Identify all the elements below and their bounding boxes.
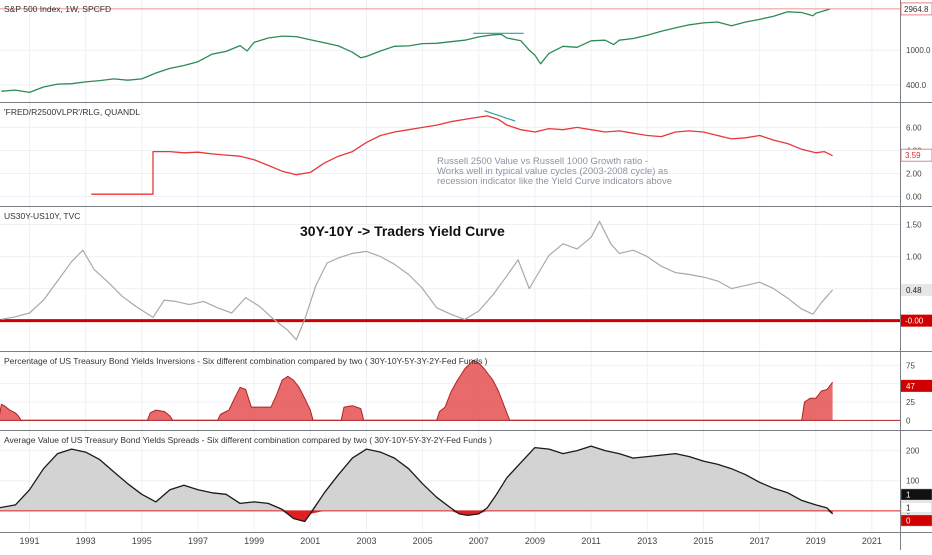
spx-y-tick-label: 400.0 (906, 81, 927, 90)
avg-y-tick-label: 100 (906, 477, 920, 486)
x-tick-label: 1999 (244, 536, 264, 546)
x-tick-label: 2019 (806, 536, 826, 546)
x-tick-label: 2013 (637, 536, 657, 546)
x-tick-label: 2005 (413, 536, 433, 546)
rlg-annotation-line (484, 110, 516, 122)
rlg-panel-title: 'FRED/R2500VLPR'/RLG, QUANDL (4, 107, 140, 117)
avg-last-value-label: 1 (906, 491, 911, 500)
spx-panel-title: S&P 500 Index, 1W, SPCFD (4, 4, 111, 14)
spx-last-value-box (900, 2, 932, 16)
avg-positive-fill (0, 446, 833, 511)
rlg-last-value-box (900, 148, 932, 162)
inv-last-value-label: 47 (906, 382, 915, 391)
x-tick-label: 2017 (750, 536, 770, 546)
avg-spread-line (0, 445, 834, 523)
x-tick-label: 2021 (862, 536, 882, 546)
x-tick-label: 1993 (76, 536, 96, 546)
yc-headline: 30Y-10Y -> Traders Yield Curve (300, 223, 505, 239)
rlg-note-line: Works well in typical value cycles (2003… (437, 166, 668, 177)
rlg-note-line: recession indicator like the Yield Curve… (437, 176, 672, 187)
yc-y-tick-label: 1.00 (906, 253, 922, 262)
yc-zero-value-box (901, 314, 932, 327)
rlg-y-tick-label: 2.00 (906, 170, 922, 179)
avg-last-value-box (900, 488, 932, 501)
x-tick-label: 2007 (469, 536, 489, 546)
yc-last-value-box (901, 283, 932, 296)
series-layer (0, 8, 900, 523)
x-tick-label: 1995 (132, 536, 152, 546)
x-tick-label: 2009 (525, 536, 545, 546)
inv-y-tick-label: 0 (906, 416, 911, 425)
rlg-y-tick-label: 6.00 (906, 123, 922, 132)
avg-last-value-box (900, 501, 932, 514)
x-tick-label: 1997 (188, 536, 208, 546)
rlg-y-tick-label: 0.00 (906, 193, 922, 202)
inv-y-tick-label: 25 (906, 398, 915, 407)
avg-y-tick-label: 200 (906, 447, 920, 456)
x-tick-label: 2003 (356, 536, 376, 546)
spx-y-tick-label: 1000.0 (906, 46, 931, 55)
avg-last-value-box (900, 514, 932, 527)
label-layer: 1991 1993 1995 1997 1999 2001 2003 2005 2007 2009… (4, 2, 932, 546)
spx-price-line (1, 8, 830, 94)
x-tick-label: 2015 (693, 536, 713, 546)
inv-percentage-line (0, 359, 833, 421)
rlg-ratio-line (91, 115, 833, 195)
x-tick-label: 1991 (19, 536, 39, 546)
inv-y-tick-label: 75 (906, 361, 915, 370)
rlg-note-line: Russell 2500 Value vs Russell 1000 Growt… (437, 156, 648, 167)
yc-spread-line (1, 220, 834, 341)
x-tick-label: 2001 (300, 536, 320, 546)
rlg-last-value-label: 3.59 (905, 151, 921, 160)
avg-panel-title: Average Value of US Treasury Bond Yields… (4, 435, 492, 445)
inv-panel-title: Percentage of US Treasury Bond Yields In… (4, 356, 488, 366)
yc-panel-title: US30Y-US10Y, TVC (4, 211, 80, 221)
yc-last-value-label: 0.48 (906, 286, 922, 295)
yc-zero-value-label: -0.00 (905, 317, 924, 326)
x-tick-label: 2011 (581, 536, 600, 546)
grid-layer (0, 0, 900, 532)
spx-last-value-label: 2964.8 (904, 5, 929, 14)
yc-y-tick-label: 1.50 (906, 221, 922, 230)
avg-last-value-label: 0 (906, 517, 911, 526)
avg-last-value-label: 1 (906, 504, 911, 513)
inv-last-value-box (901, 379, 932, 392)
